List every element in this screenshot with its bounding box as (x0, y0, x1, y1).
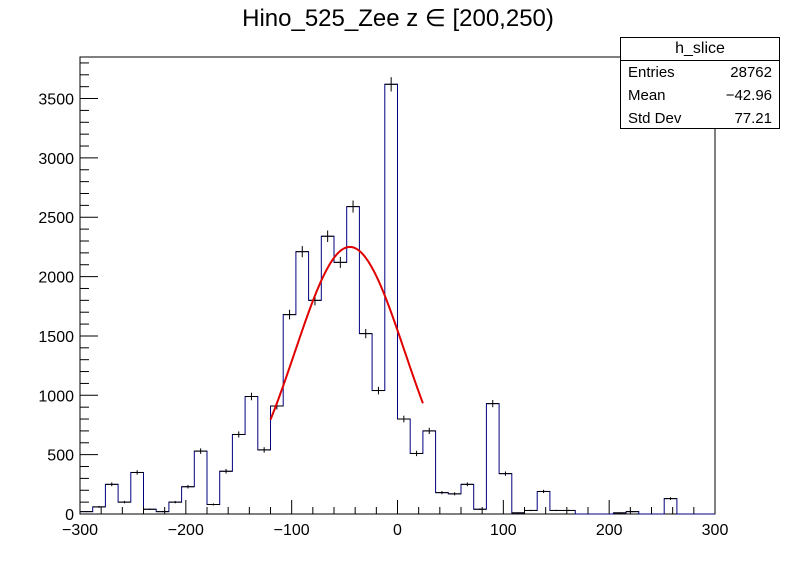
histogram-bin (321, 230, 334, 242)
stats-row-mean: Mean −42.96 (621, 84, 779, 107)
stats-box-name: h_slice (621, 38, 779, 61)
x-tick-label: 200 (596, 522, 623, 539)
histogram-bin (549, 509, 563, 512)
y-tick-label: 500 (47, 448, 74, 465)
histogram-bin (118, 500, 131, 504)
x-tick-label: −200 (168, 522, 204, 539)
y-tick-label: 2000 (38, 270, 74, 287)
histogram-bin (105, 482, 119, 487)
histogram-bin (346, 200, 360, 213)
x-tick-label: 100 (490, 522, 517, 539)
histogram-bin (207, 503, 220, 506)
entries-label: Entries (628, 64, 675, 81)
histogram-bin (435, 491, 449, 495)
histogram-bin (257, 447, 271, 453)
histogram-bin (80, 511, 93, 513)
histogram-bin (295, 246, 309, 258)
mean-value: −42.96 (725, 87, 772, 104)
y-tick-label: 2500 (38, 210, 74, 227)
histogram-bin (537, 489, 550, 494)
stddev-label: Std Dev (628, 110, 682, 127)
histogram-bin (664, 497, 677, 500)
mean-label: Mean (628, 87, 666, 104)
histogram-bin (283, 309, 296, 320)
histogram-bin (473, 508, 487, 511)
x-tick-label: −300 (62, 522, 98, 539)
histogram-bin (181, 484, 195, 489)
histogram-bin (384, 77, 398, 92)
histogram-bin (372, 386, 385, 395)
histogram-bin (562, 509, 576, 512)
stats-box: h_slice Entries 28762 Mean −42.96 Std De… (620, 37, 780, 129)
x-tick-label: 300 (702, 522, 729, 539)
histogram-bin (410, 450, 423, 457)
histogram-outline (79, 83, 715, 515)
y-tick-label: 1500 (38, 329, 74, 346)
entries-value: 28762 (730, 64, 772, 81)
stats-row-entries: Entries 28762 (621, 61, 779, 84)
histogram-bin (461, 482, 474, 487)
histogram-bin (422, 427, 436, 435)
histogram-bin (92, 505, 106, 508)
y-tick-label: 0 (65, 507, 74, 524)
histogram-bin (626, 511, 639, 513)
histogram-bin (448, 492, 461, 496)
stddev-value: 77.21 (734, 110, 772, 127)
y-tick-label: 3500 (38, 92, 74, 109)
chart-title: Hino_525_Zee z ∈ [200,250) (242, 5, 554, 32)
y-tick-label: 3000 (38, 151, 74, 168)
histogram-bin (156, 511, 169, 513)
histogram-bin (219, 469, 233, 474)
histogram-bin (143, 508, 157, 511)
histogram-bin (486, 399, 500, 408)
histogram-bin (232, 431, 246, 438)
gaussian-fit-curve (269, 245, 424, 420)
histogram-bin (613, 512, 627, 514)
histogram-bin (359, 328, 373, 339)
histogram-bin (194, 448, 207, 454)
histogram-bin (524, 509, 538, 512)
x-tick-label: 0 (393, 522, 402, 539)
histogram-bin (511, 512, 525, 514)
y-tick-label: 1000 (38, 388, 74, 405)
histogram-bin (245, 392, 258, 401)
histogram-bin (499, 471, 512, 476)
histogram-bin (397, 415, 411, 423)
x-tick-label: −100 (274, 522, 310, 539)
histogram-bin (168, 500, 182, 504)
histogram-bin (130, 470, 144, 475)
stats-row-stddev: Std Dev 77.21 (621, 107, 779, 130)
histogram-bin (334, 256, 347, 268)
